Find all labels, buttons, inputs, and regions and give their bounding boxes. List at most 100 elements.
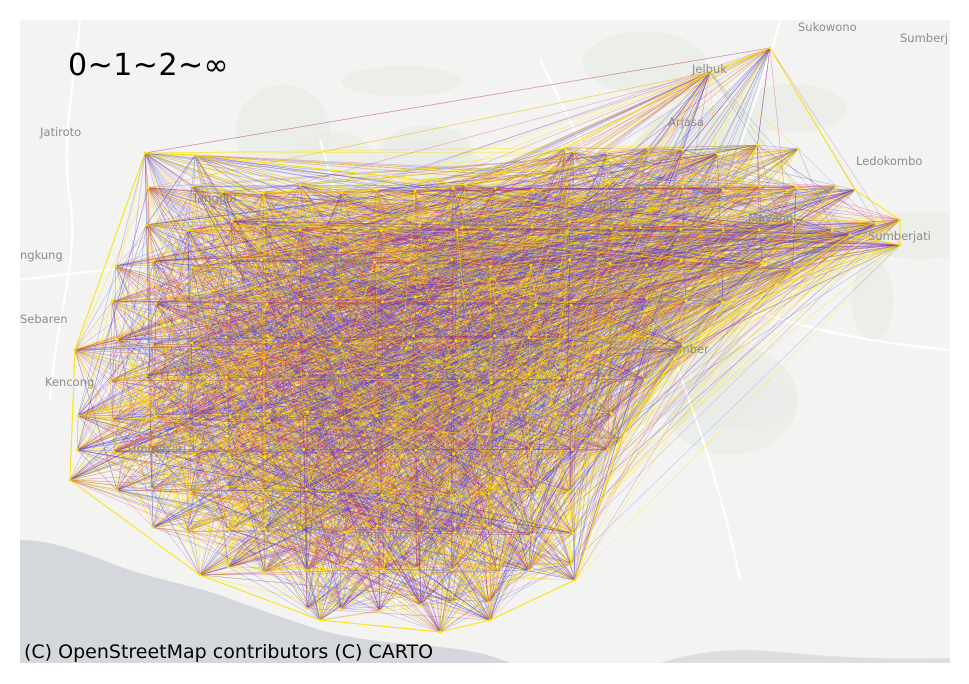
- terrain-patch: [855, 211, 950, 260]
- network-edge: [113, 451, 346, 533]
- network-edge: [144, 152, 194, 187]
- network-edge: [263, 185, 301, 194]
- network-edge: [455, 340, 683, 345]
- network-edge: [117, 339, 380, 611]
- network-edge: [496, 219, 901, 573]
- network-edge: [227, 457, 231, 488]
- network-edge: [574, 244, 901, 581]
- terrain-patch: [851, 259, 894, 341]
- network-edge: [146, 186, 683, 226]
- sea-area-right: [660, 650, 950, 663]
- network-edge: [69, 479, 380, 611]
- network-edge: [111, 301, 321, 621]
- network-edge: [116, 191, 416, 491]
- network-edge: [146, 224, 191, 492]
- network-edge: [495, 188, 534, 191]
- network-edge: [574, 337, 604, 581]
- network-edge: [527, 411, 576, 581]
- network-edge: [373, 452, 456, 533]
- network-edge: [74, 344, 153, 351]
- network-edge: [341, 192, 417, 451]
- network-edge: [116, 489, 229, 568]
- map-canvas[interactable]: Sukowono Sumberj Jelbuk Jatiroto Arjasa …: [20, 20, 950, 663]
- network-edge: [115, 265, 226, 338]
- network-edge: [450, 268, 793, 308]
- network-edge: [227, 227, 641, 488]
- network-edge: [374, 449, 416, 454]
- network-edge: [376, 184, 466, 191]
- map-frame[interactable]: Sukowono Sumberj Jelbuk Jatiroto Arjasa …: [20, 20, 950, 663]
- network-edge: [77, 375, 147, 451]
- network-edge: [306, 493, 490, 609]
- network-edges: [69, 47, 901, 633]
- network-edge: [374, 410, 528, 454]
- network-edge: [341, 608, 380, 611]
- network-edge: [610, 189, 856, 264]
- network-edge: [530, 223, 877, 536]
- network-edge: [340, 186, 683, 265]
- network-edge: [69, 375, 147, 481]
- network-edge: [603, 234, 851, 339]
- network-edge: [489, 219, 901, 621]
- network-edge: [155, 415, 573, 450]
- network-edge: [146, 224, 156, 416]
- network-edge: [381, 495, 576, 581]
- network-edge: [199, 574, 342, 609]
- network-edge: [573, 47, 771, 153]
- network-edge: [69, 479, 229, 530]
- network-edge: [74, 224, 147, 351]
- network-edge: [144, 152, 339, 231]
- network-edge: [155, 382, 492, 417]
- network-edge: [300, 448, 573, 528]
- network-edge: [199, 574, 489, 603]
- network-edge: [572, 229, 833, 534]
- network-edge: [77, 415, 151, 450]
- network-edge: [117, 489, 191, 493]
- network-edge: [264, 456, 453, 602]
- network-edge: [69, 190, 377, 481]
- network-edge: [77, 449, 570, 492]
- network-edge: [569, 148, 799, 492]
- network-edge: [300, 185, 608, 378]
- network-edge: [263, 192, 877, 224]
- network-edge: [77, 415, 187, 532]
- network-edge: [228, 264, 647, 568]
- network-edge: [528, 189, 724, 375]
- network-edge: [150, 377, 227, 450]
- network-edge: [341, 71, 711, 193]
- network-edge: [193, 149, 683, 187]
- network-edge: [571, 305, 683, 345]
- network-edge: [74, 187, 149, 351]
- network-edge: [299, 144, 758, 231]
- network-edge: [374, 410, 528, 454]
- network-edge: [569, 449, 573, 492]
- network-edge: [380, 153, 608, 338]
- network-edge: [194, 154, 230, 262]
- network-edge: [193, 185, 262, 261]
- network-edge: [228, 234, 851, 568]
- network-edge: [74, 349, 151, 450]
- network-edge: [420, 187, 797, 605]
- network-edge: [110, 380, 118, 491]
- network-edge: [226, 377, 572, 564]
- network-edge: [227, 184, 466, 303]
- network-edge: [117, 339, 153, 346]
- network-edge: [69, 373, 261, 481]
- network-edge: [418, 301, 723, 496]
- network-edge: [451, 263, 611, 496]
- terrain-patch: [736, 84, 847, 133]
- network-edge: [607, 47, 771, 450]
- network-edge: [150, 188, 496, 450]
- network-edge: [373, 452, 453, 602]
- terrain-patch: [341, 65, 462, 97]
- network-edge: [376, 184, 466, 191]
- network-edge: [148, 187, 337, 299]
- sea-area: [20, 540, 510, 663]
- network-edge: [231, 221, 453, 602]
- network-edge: [528, 379, 645, 571]
- network-edge: [69, 374, 383, 481]
- network-edge: [227, 528, 342, 565]
- network-edge: [227, 487, 498, 573]
- network-edge: [116, 343, 299, 491]
- network-edge: [452, 184, 567, 189]
